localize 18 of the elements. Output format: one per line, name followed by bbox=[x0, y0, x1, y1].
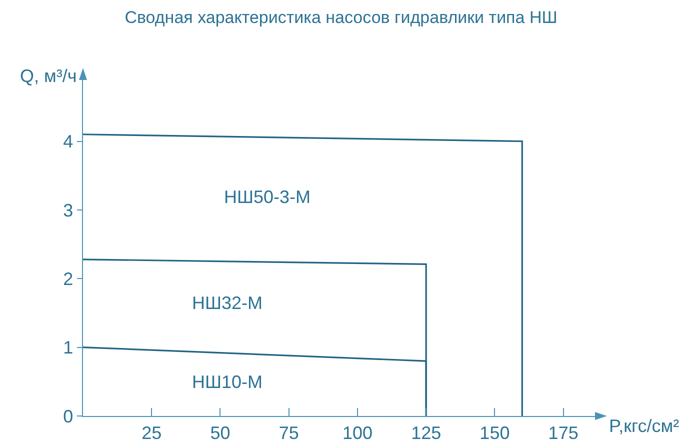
x-tick-label: 25 bbox=[142, 422, 162, 443]
series-label: НШ32-М bbox=[192, 293, 263, 313]
x-tick-label: 50 bbox=[210, 422, 230, 443]
x-tick-label: 125 bbox=[411, 422, 442, 443]
x-tick-label: 150 bbox=[480, 422, 510, 443]
x-tick-label: 175 bbox=[548, 422, 578, 443]
x-tick-label: 100 bbox=[342, 422, 372, 443]
series-label: НШ10-М bbox=[192, 372, 263, 392]
y-axis-title: Q, м³/ч bbox=[20, 66, 77, 86]
y-tick-label: 3 bbox=[63, 200, 74, 220]
y-tick-label: 1 bbox=[63, 338, 74, 358]
y-tick-label: 4 bbox=[63, 132, 74, 152]
chart-title: Сводная характеристика насосов гидравлики типа НШ bbox=[124, 8, 558, 28]
y-tick-label: 2 bbox=[63, 268, 74, 289]
text: НШ50-3-М bbox=[224, 187, 311, 207]
x-axis-title: P,кгс/см² bbox=[609, 416, 680, 436]
x-tick-label: 75 bbox=[278, 422, 299, 443]
y-tick-label: 0 bbox=[63, 406, 74, 426]
